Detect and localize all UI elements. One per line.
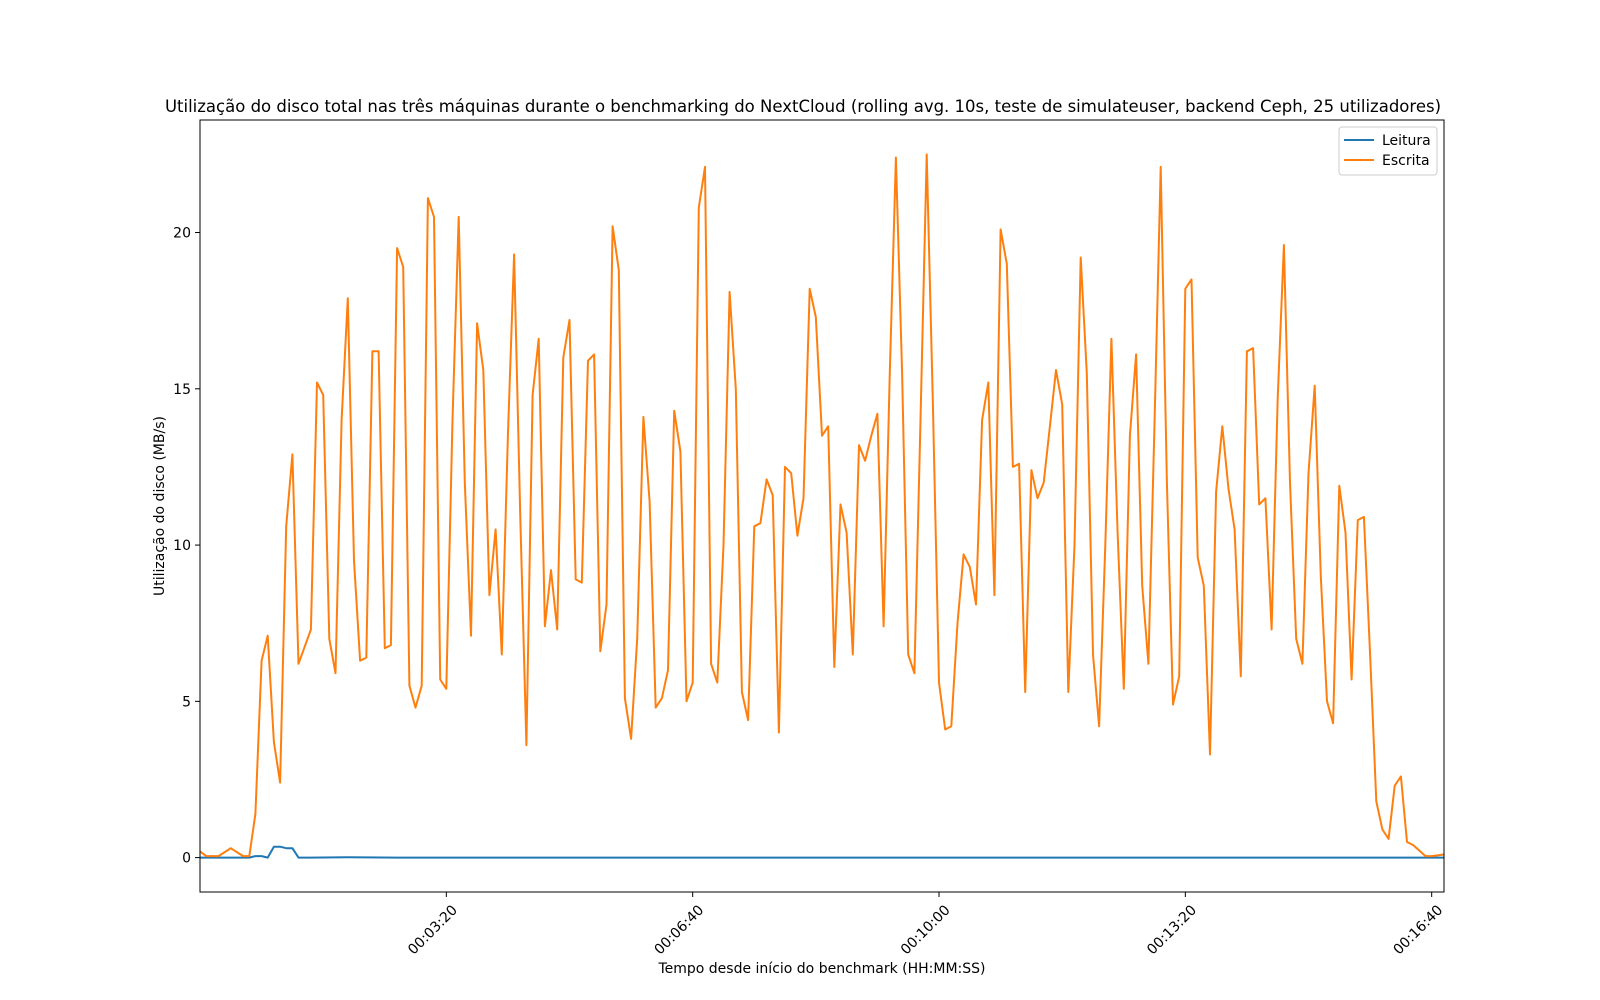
x-tick-label: 00:10:00: [898, 902, 954, 958]
x-tick-label: 00:06:40: [652, 902, 708, 958]
y-axis-title: Utilização do disco (MB/s): [152, 416, 168, 596]
x-axis: 00:03:20 00:06:40 00:10:00 00:13:20 00:16:40: [405, 892, 1446, 958]
series-line-escrita: [199, 153, 1445, 858]
y-tick-label: 5: [182, 694, 191, 710]
chart-title: Utilização do disco total nas três máqui…: [165, 97, 1441, 116]
legend-label-escrita: Escrita: [1382, 153, 1430, 169]
y-tick-label: 0: [182, 851, 191, 867]
y-tick-label: 10: [173, 538, 191, 554]
plot-area: [200, 120, 1444, 892]
legend: Leitura Escrita: [1338, 126, 1438, 176]
series-line-leitura: [200, 845, 1444, 859]
x-tick-label: 00:16:40: [1391, 902, 1447, 958]
legend-label-leitura: Leitura: [1382, 133, 1431, 149]
y-tick-label: 20: [173, 226, 191, 242]
x-tick-label: 00:03:20: [405, 902, 461, 958]
x-tick-label: 00:13:20: [1144, 902, 1200, 958]
x-axis-title: Tempo desde início do benchmark (HH:MM:S…: [657, 961, 985, 977]
plot-frame: [199, 119, 1445, 893]
y-tick-label: 15: [173, 382, 191, 398]
y-axis: 0 5 10 15 20: [173, 226, 200, 867]
series-layer: [199, 153, 1445, 859]
